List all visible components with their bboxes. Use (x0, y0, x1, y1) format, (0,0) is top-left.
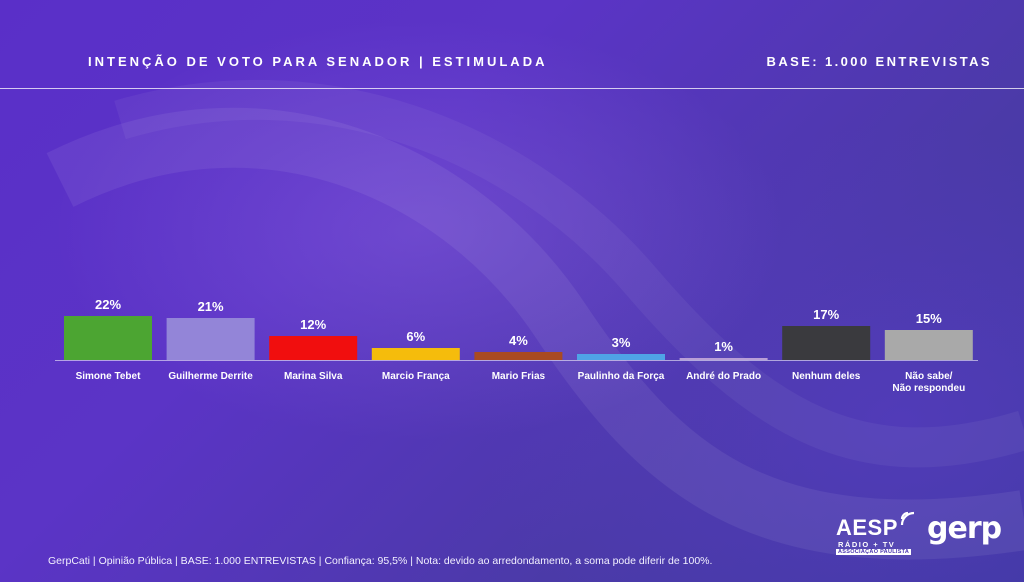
aesp-logo-caption: ASSOCIAÇÃO PAULISTA (836, 549, 912, 555)
bar-1 (64, 316, 152, 360)
header-divider (0, 88, 1024, 89)
aesp-logo: AESP RÁDIO + TV ASSOCIAÇÃO PAULISTA (836, 511, 916, 557)
category-label: Marina Silva (284, 371, 343, 382)
category-label: Não sabe/Não respondeu (892, 371, 965, 394)
category-label: Paulinho da Força (578, 371, 665, 382)
bar-value-label: 6% (406, 329, 425, 344)
bar-value-label: 12% (300, 317, 326, 332)
bar-value-label: 4% (509, 333, 528, 348)
category-label: Guilherme Derrite (168, 371, 253, 382)
aesp-logo-subtitle: RÁDIO + TV (838, 540, 896, 549)
category-label: Mario Frias (492, 371, 546, 382)
gerp-logo: gerp (927, 511, 1002, 546)
bar-7 (679, 358, 768, 360)
bar-value-label: 3% (612, 335, 631, 350)
bar-9 (884, 330, 973, 360)
bar-chart: 22% Simone Tebet 21% Guilherme Derrite 12% Ma… (64, 297, 973, 394)
bar-value-label: 22% (95, 297, 121, 312)
bar-3 (269, 336, 358, 360)
base-label: BASE: 1.000 ENTREVISTAS (766, 54, 992, 69)
bar-8 (782, 326, 871, 360)
category-label: Marcio França (382, 371, 450, 382)
broadcast-icon (900, 511, 915, 526)
category-label: Simone Tebet (76, 371, 141, 382)
bar-value-label: 15% (916, 311, 942, 326)
category-label: André do Prado (686, 371, 761, 382)
footer-note: GerpCati | Opinião Pública | BASE: 1.000… (48, 555, 713, 567)
bar-5 (474, 352, 563, 360)
bar-value-label: 17% (813, 307, 839, 322)
aesp-logo-text: AESP (836, 515, 898, 540)
chart-title: INTENÇÃO DE VOTO PARA SENADOR | ESTIMULA… (88, 54, 548, 69)
bar-4 (371, 348, 460, 360)
category-label: Nenhum deles (792, 371, 861, 382)
bar-value-label: 21% (198, 299, 224, 314)
bar-value-label: 1% (714, 339, 733, 354)
bar-2 (166, 318, 255, 360)
bar-6 (577, 354, 665, 360)
